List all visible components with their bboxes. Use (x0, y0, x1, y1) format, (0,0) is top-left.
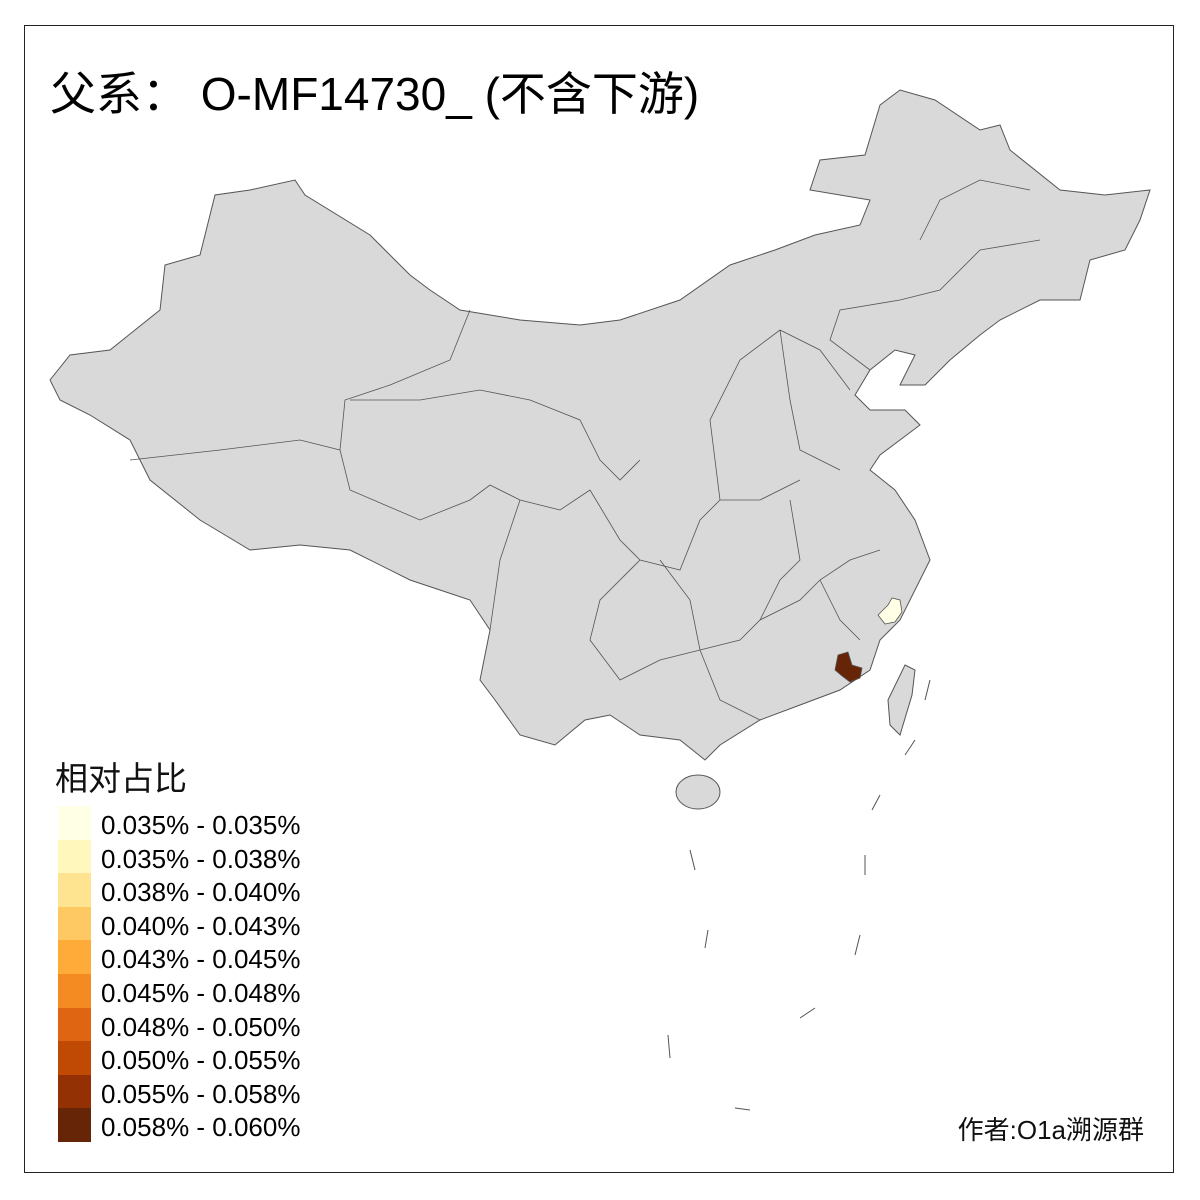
region-class-10 (834, 651, 863, 683)
legend-label: 0.040% - 0.043% (101, 910, 301, 941)
legend-swatch (58, 1007, 91, 1042)
legend-item: 0.048% - 0.050% (58, 1007, 358, 1042)
legend-label: 0.048% - 0.050% (101, 1011, 301, 1042)
legend-swatch (58, 906, 91, 941)
legend-item: 0.058% - 0.060% (58, 1108, 358, 1143)
legend-label: 0.038% - 0.040% (101, 877, 301, 908)
author-credit: 作者:O1a溯源群 (957, 1115, 1144, 1145)
legend-item: 0.045% - 0.048% (58, 974, 358, 1008)
legend-item: 0.043% - 0.045% (58, 940, 358, 975)
legend-label: 0.058% - 0.060% (101, 1112, 301, 1143)
legend-label: 0.043% - 0.045% (101, 944, 301, 975)
china-mainland (49, 89, 1151, 761)
plot-frame (24, 25, 1174, 1173)
legend-swatch (58, 974, 91, 1008)
taiwan (887, 664, 916, 736)
legend-label: 0.035% - 0.035% (101, 810, 301, 840)
legend-label: 0.050% - 0.055% (101, 1045, 301, 1076)
legend-label: 0.045% - 0.048% (101, 978, 301, 1008)
legend-label: 0.055% - 0.058% (101, 1078, 301, 1109)
legend-swatch (58, 1074, 91, 1109)
legend-item: 0.050% - 0.055% (58, 1041, 358, 1076)
hainan (675, 774, 721, 810)
legend-swatch (58, 806, 91, 840)
legend-label: 0.035% - 0.038% (101, 843, 301, 874)
legend-item: 0.040% - 0.043% (58, 906, 358, 941)
legend-swatch (58, 1041, 91, 1076)
south-sea-islands (667, 679, 931, 1111)
legend-item: 0.035% - 0.038% (58, 839, 358, 874)
legend-swatch (58, 873, 91, 908)
province-borders (129, 179, 1041, 721)
legend-swatch (58, 1108, 91, 1143)
region-class-1 (877, 597, 903, 625)
map-title: 父系： O-MF14730_ (不含下游) (50, 68, 700, 120)
legend-item: 0.035% - 0.035% (58, 806, 358, 840)
legend-swatch (58, 839, 91, 874)
legend-item: 0.055% - 0.058% (58, 1074, 358, 1109)
legend-title: 相对占比 (55, 760, 187, 797)
legend-item: 0.038% - 0.040% (58, 873, 358, 908)
legend-swatch (58, 940, 91, 975)
